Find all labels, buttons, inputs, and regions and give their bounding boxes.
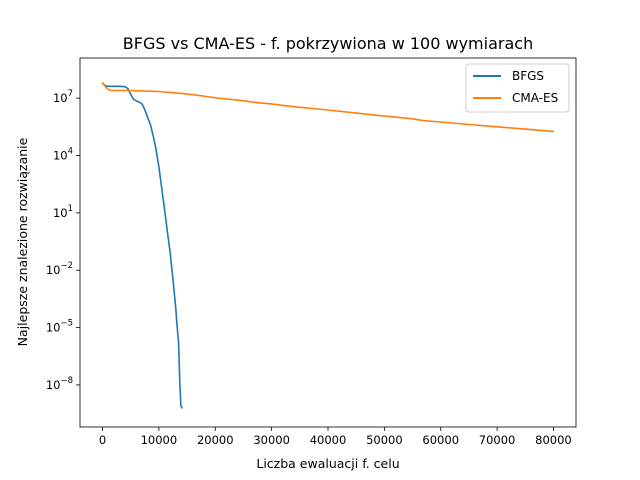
legend-label-bfgs: BFGS [512,69,544,83]
series-layer [101,82,555,409]
ticks-layer: 0 10000 20000 30000 40000 50000 60000 70000 8000… [46,89,572,447]
series-line-bfgs [101,82,183,409]
plot-area [80,58,576,427]
x-tick-label: 0 [99,433,106,447]
y-tick-label: 10−2 [46,261,73,277]
y-tick-exponent: −2 [60,261,73,271]
legend-label-cma-es: CMA-ES [512,91,558,105]
y-tick-label: 10−5 [46,319,73,335]
y-tick-exponent: −5 [60,319,73,329]
legend: BFGS CMA-ES [465,63,570,113]
plot-frame [79,57,577,428]
x-axis-label: Liczba ewaluacji f. celu [256,456,399,471]
x-tick-label: 60000 [422,433,459,447]
x-tick-label: 50000 [366,433,403,447]
x-tick-label: 80000 [535,433,572,447]
x-tick-label: 70000 [479,433,516,447]
x-tick-label: 30000 [253,433,290,447]
y-tick-exponent: −8 [60,376,73,386]
y-tick-label: 101 [53,204,73,220]
y-tick-base: 10 [46,321,61,335]
y-tick-base: 10 [53,206,68,220]
y-tick-base: 10 [46,378,61,392]
x-tick-label: 40000 [310,433,347,447]
x-tick-label: 10000 [141,433,178,447]
series-line-cma-es [101,82,555,133]
y-tick-exponent: 1 [68,204,73,214]
y-tick-base: 10 [53,149,68,163]
y-tick-label: 104 [53,147,73,163]
y-tick-exponent: 4 [68,147,73,157]
y-tick-base: 10 [53,91,68,105]
y-axis-label: Najlepsze znalezione rozwiązanie [15,137,30,346]
y-tick-label: 107 [53,89,73,105]
y-tick-base: 10 [46,263,61,277]
chart-title: BFGS vs CMA-ES - f. pokrzywiona w 100 wy… [123,34,533,53]
x-tick-label: 20000 [197,433,234,447]
y-tick-label: 10−8 [46,376,73,392]
y-tick-exponent: 7 [68,89,73,99]
